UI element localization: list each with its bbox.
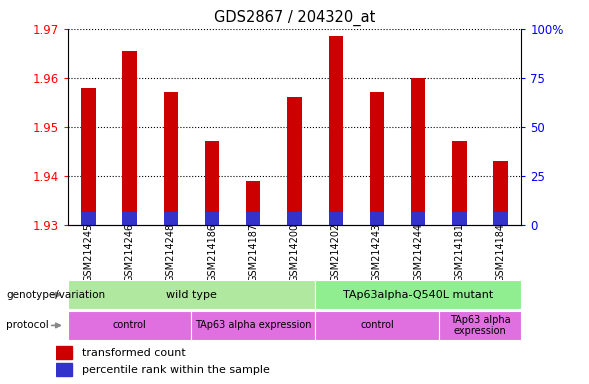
Text: control: control: [112, 320, 147, 331]
Bar: [315, 311, 439, 340]
Bar: [287, 97, 302, 225]
Bar: [56, 363, 72, 376]
Bar: [205, 212, 219, 225]
Text: GSM214184: GSM214184: [496, 223, 505, 282]
Bar: [287, 212, 302, 225]
Text: GSM214246: GSM214246: [125, 223, 134, 282]
Bar: [205, 141, 219, 225]
Bar: [370, 212, 384, 225]
Text: GSM214244: GSM214244: [413, 223, 423, 282]
Bar: [370, 93, 384, 225]
Bar: [246, 212, 260, 225]
Text: GSM214200: GSM214200: [290, 223, 299, 282]
Bar: [329, 212, 343, 225]
Bar: [164, 212, 178, 225]
Text: GSM214186: GSM214186: [207, 223, 217, 282]
Text: GSM214202: GSM214202: [331, 223, 340, 282]
Text: genotype/variation: genotype/variation: [6, 290, 105, 300]
Bar: [411, 212, 425, 225]
Bar: [123, 51, 137, 225]
Text: TAp63 alpha
expression: TAp63 alpha expression: [450, 314, 510, 336]
Text: percentile rank within the sample: percentile rank within the sample: [81, 365, 269, 375]
Bar: [123, 212, 137, 225]
Text: TAp63 alpha expression: TAp63 alpha expression: [195, 320, 312, 331]
Text: protocol: protocol: [6, 320, 49, 331]
Bar: [315, 280, 521, 309]
Bar: [68, 311, 191, 340]
Text: TAp63alpha-Q540L mutant: TAp63alpha-Q540L mutant: [343, 290, 494, 300]
Title: GDS2867 / 204320_at: GDS2867 / 204320_at: [214, 10, 375, 26]
Bar: [452, 141, 466, 225]
Text: GSM214181: GSM214181: [455, 223, 464, 282]
Text: GSM214187: GSM214187: [249, 223, 258, 282]
Text: GSM214248: GSM214248: [166, 223, 176, 282]
Text: control: control: [360, 320, 394, 331]
Text: wild type: wild type: [166, 290, 217, 300]
Bar: [329, 36, 343, 225]
Bar: [191, 311, 315, 340]
Text: GSM214245: GSM214245: [84, 223, 93, 282]
Bar: [56, 346, 72, 359]
Bar: [452, 212, 466, 225]
Bar: [81, 212, 95, 225]
Bar: [81, 88, 95, 225]
Text: GSM214243: GSM214243: [372, 223, 382, 282]
Text: transformed count: transformed count: [81, 348, 186, 358]
Bar: [439, 311, 521, 340]
Bar: [164, 93, 178, 225]
Bar: [494, 161, 508, 225]
Bar: [411, 78, 425, 225]
Bar: [246, 180, 260, 225]
Bar: [68, 280, 315, 309]
Bar: [494, 212, 508, 225]
